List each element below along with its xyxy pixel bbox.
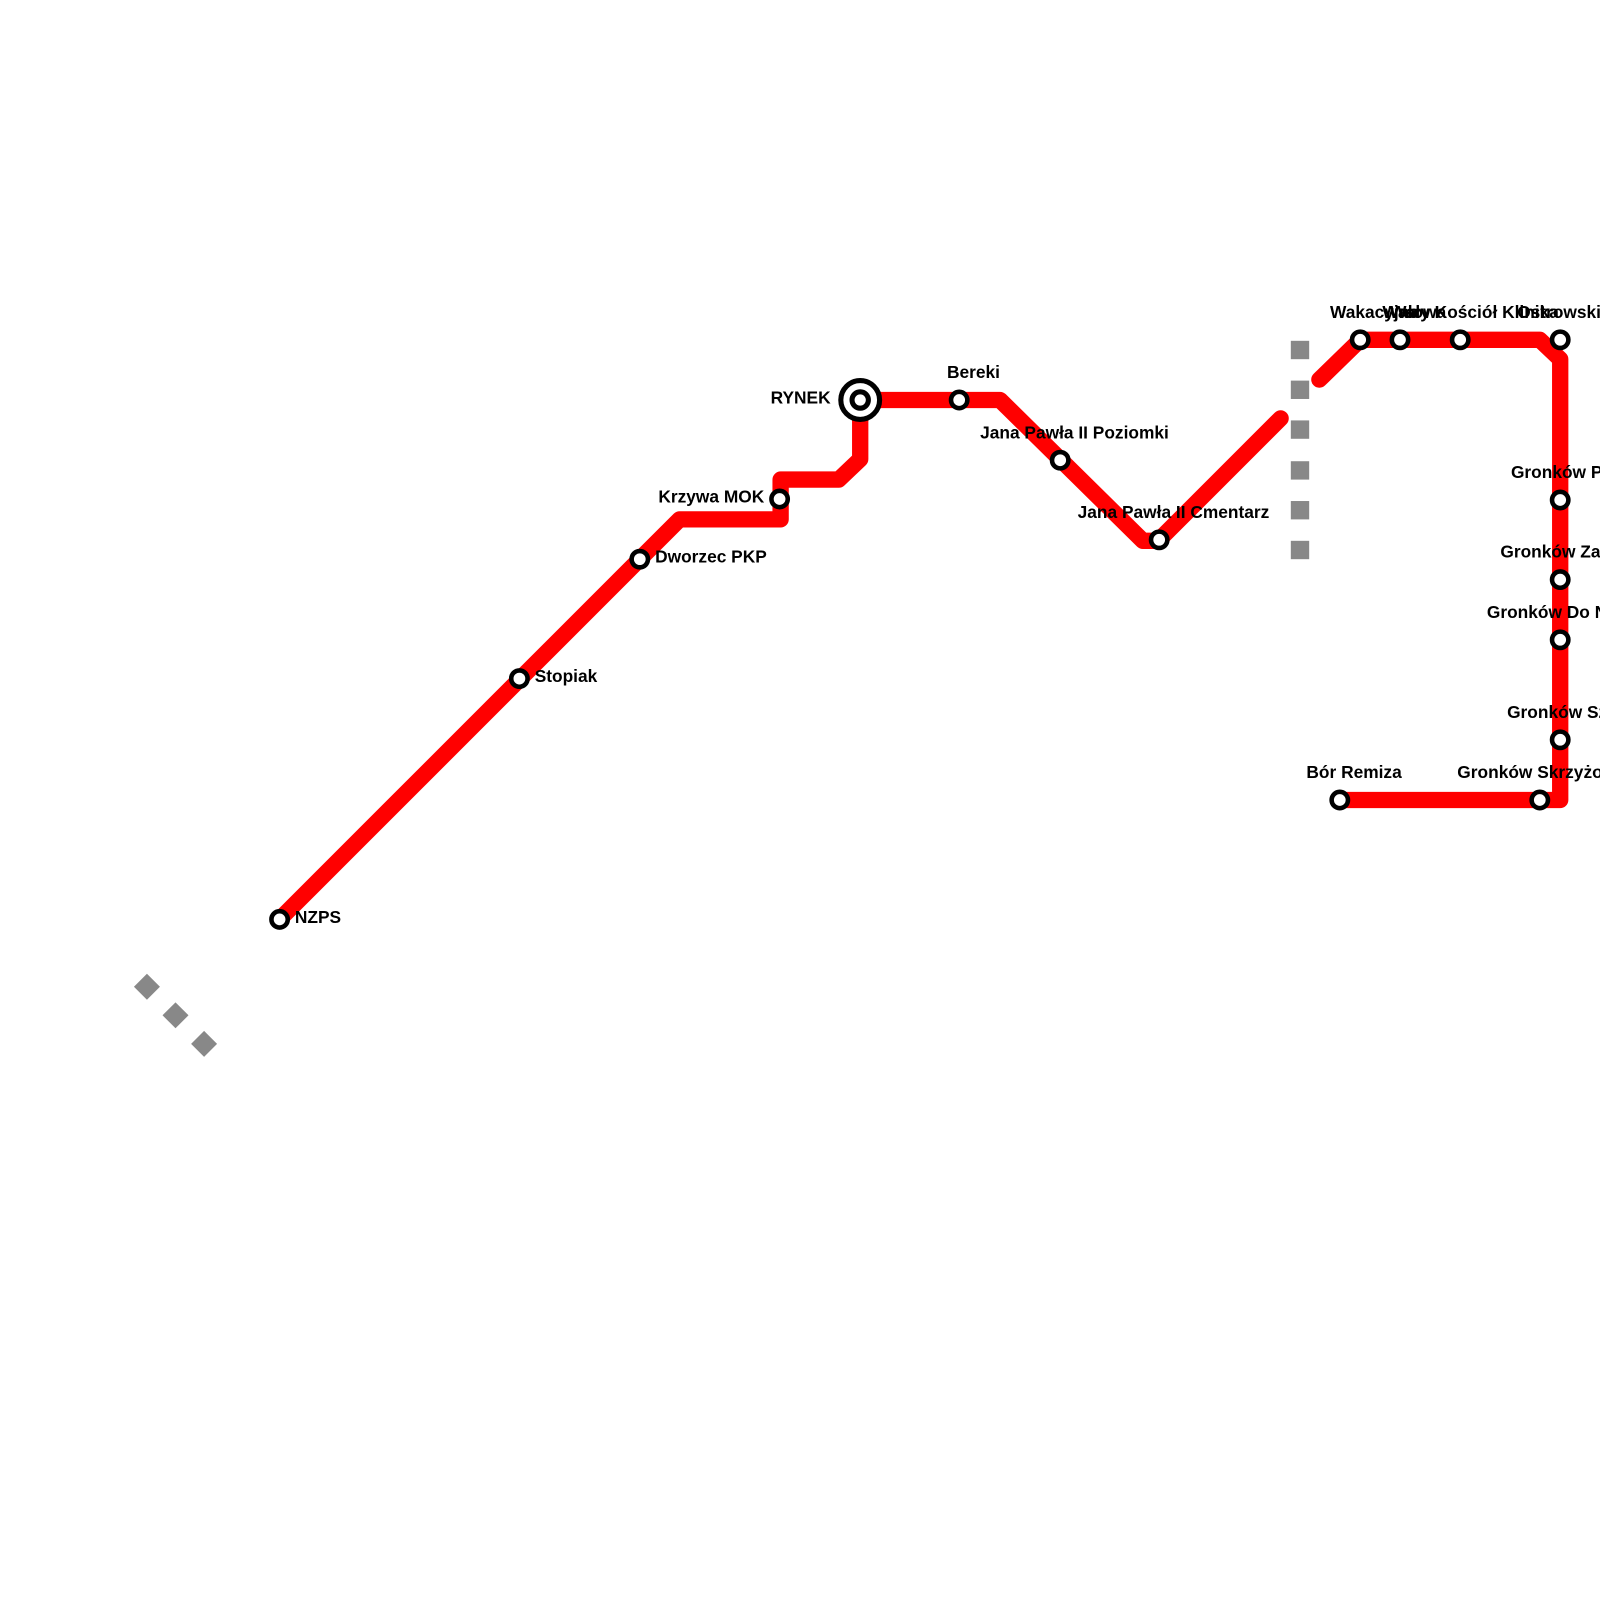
station-dot: [269, 908, 291, 930]
station-label: Gronków Zagroda: [1500, 542, 1600, 562]
station-label: Wakacyjna: [1330, 302, 1419, 322]
square-marker: [1290, 540, 1310, 560]
station-dot: [1389, 329, 1411, 351]
station-dot: [629, 548, 651, 570]
station-label: Gronków Szkoła: [1507, 702, 1600, 722]
station-label: Dworzec PKP: [655, 547, 767, 567]
route-line: [271, 391, 1289, 928]
station-dot: [849, 389, 871, 411]
station-label: Stopiak: [535, 666, 598, 686]
station-label: RYNEK: [771, 388, 831, 408]
station-label: Ostrowskiego: [1517, 302, 1600, 322]
square-marker: [1290, 461, 1310, 480]
station-label: Jana Pawła II Poziomki: [980, 422, 1169, 442]
station-dot: [1549, 569, 1571, 591]
stations: NZPS Stopiak Dworzec PKP Krzywa MOK RYNEK Ber…: [269, 302, 1600, 930]
station-label: Bór Remiza: [1306, 762, 1402, 782]
station-dot: [1329, 789, 1351, 811]
station-label: Bereki: [947, 362, 1000, 382]
station-dot: [1549, 489, 1571, 511]
station-dot: [1549, 629, 1571, 651]
square-marker: [1290, 420, 1310, 439]
station-label: NZPS: [295, 907, 341, 927]
station-dot: [769, 488, 791, 510]
station-dot: [948, 389, 970, 411]
station-label: Gronków Do Nowego: [1487, 602, 1600, 622]
route-line: [1311, 331, 1569, 809]
station-dot: [1148, 529, 1170, 551]
station-dot: [1049, 449, 1071, 471]
station-label: Wałowa: [1382, 302, 1446, 322]
station-dot: [1349, 329, 1371, 351]
route-lines: [271, 331, 1569, 928]
station-label: Gronków Pólko: [1511, 462, 1600, 482]
square-marker: [1290, 501, 1310, 520]
diamond-marker: [191, 1030, 218, 1057]
station-dot: [508, 668, 530, 690]
station-dot: [1449, 329, 1471, 351]
diamond-marker: [162, 1002, 189, 1029]
station-label: Gronków Skrzyżowanie: [1457, 762, 1600, 782]
station-dot: [1549, 329, 1571, 351]
square-marker: [1290, 340, 1310, 360]
station-label: Krzywa MOK: [658, 487, 764, 507]
diamond-marker: [133, 973, 160, 1000]
station-label: Jana Pawła II Cmentarz: [1078, 502, 1270, 522]
station-label: Wały Kościół Klinika: [1390, 302, 1559, 322]
gray-markers: [133, 340, 1310, 1057]
square-marker: [1290, 380, 1310, 399]
station-dot: [1529, 789, 1551, 811]
station-dot: [1549, 729, 1571, 751]
